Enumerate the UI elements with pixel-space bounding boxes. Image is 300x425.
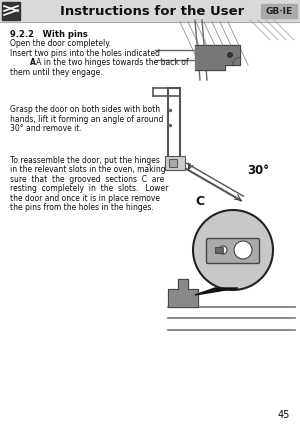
Bar: [215, 247, 223, 253]
Text: sure  that  the  grooved  sections  C  are: sure that the grooved sections C are: [10, 175, 164, 184]
Text: Insert two pins into the holes indicated: Insert two pins into the holes indicated: [10, 48, 160, 57]
Circle shape: [219, 246, 227, 254]
Text: GB·IE: GB·IE: [266, 6, 292, 15]
Circle shape: [227, 53, 232, 57]
Text: Grasp the door on both sides with both: Grasp the door on both sides with both: [10, 105, 160, 114]
Text: Instructions for the User: Instructions for the User: [60, 5, 244, 17]
Bar: [2, 2, 20, 20]
Bar: [0, 0, 300, 22]
Text: hands, lift it forming an angle of around: hands, lift it forming an angle of aroun…: [10, 114, 164, 124]
FancyBboxPatch shape: [206, 238, 260, 264]
Text: the door and once it is in place remove: the door and once it is in place remove: [10, 193, 160, 202]
Text: 30°: 30°: [247, 164, 269, 176]
Text: 30° and remove it.: 30° and remove it.: [10, 124, 82, 133]
Text: the pins from the holes in the hinges.: the pins from the holes in the hinges.: [10, 203, 154, 212]
Circle shape: [234, 241, 252, 259]
Text: 9.2.2   With pins: 9.2.2 With pins: [10, 30, 88, 39]
Text: Open the door completely.: Open the door completely.: [10, 39, 111, 48]
Text: in the relevant slots in the oven, making: in the relevant slots in the oven, makin…: [10, 165, 166, 174]
Bar: [169, 159, 177, 167]
Text: resting  completely  in  the  slots.   Lower: resting completely in the slots. Lower: [10, 184, 168, 193]
Text: A: A: [30, 58, 36, 67]
Bar: [261, 4, 297, 18]
Text: C: C: [195, 195, 204, 208]
Text: A in the two hinges towards the back of: A in the two hinges towards the back of: [10, 58, 189, 67]
Bar: [165, 156, 185, 170]
Polygon shape: [168, 279, 198, 307]
Text: To reassemble the door, put the hinges: To reassemble the door, put the hinges: [10, 156, 160, 164]
Text: them until they engage.: them until they engage.: [10, 68, 103, 76]
Polygon shape: [195, 45, 240, 70]
Text: 45: 45: [278, 410, 290, 420]
Polygon shape: [195, 288, 238, 295]
Circle shape: [193, 210, 273, 290]
